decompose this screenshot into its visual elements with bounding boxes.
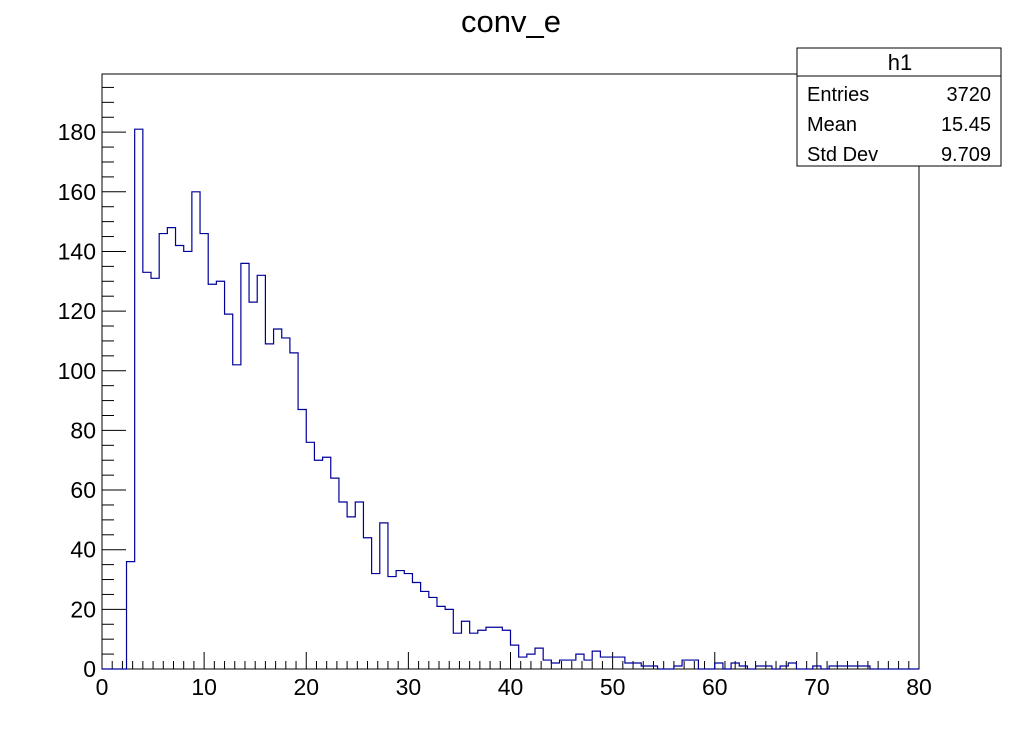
histogram-series-line [102,128,919,670]
y-tick-label: 160 [58,179,96,205]
y-tick-label: 20 [70,596,96,622]
y-tick-label: 40 [70,537,96,563]
stats-entries-value: 3720 [947,84,992,106]
x-axis: 0 10 20 30 40 50 60 70 80 [96,652,932,700]
y-tick-label: 100 [58,358,96,384]
stats-box-title: h1 [888,50,912,75]
stats-box: h1 Entries 3720 Mean 15.45 Std Dev 9.709 [796,47,1002,167]
x-tick-label: 40 [498,674,524,700]
stats-stddev-label: Std Dev [807,144,878,166]
y-tick-label: 60 [70,477,96,503]
stats-stddev-value: 9.709 [941,144,991,166]
plot-frame [101,73,920,670]
x-tick-label: 0 [96,674,109,700]
x-tick-label: 20 [293,674,319,700]
stats-box-frame [796,47,1002,167]
y-tick-label: 0 [83,656,96,682]
y-axis: 0 20 40 60 80 100 120 140 160 180 [58,86,126,682]
y-tick-label: 140 [58,238,96,264]
x-tick-label: 60 [702,674,728,700]
x-tick-label: 10 [191,674,217,700]
x-tick-label: 80 [906,674,932,700]
y-tick-label: 180 [58,119,96,145]
chart-title: conv_e [461,4,561,39]
y-tick-label: 120 [58,298,96,324]
stats-mean-label: Mean [807,114,857,136]
stats-mean-value: 15.45 [941,114,991,136]
stats-entries-label: Entries [807,84,869,106]
x-tick-label: 30 [396,674,422,700]
x-tick-label: 50 [600,674,626,700]
x-tick-label: 70 [804,674,830,700]
y-tick-label: 80 [70,417,96,443]
